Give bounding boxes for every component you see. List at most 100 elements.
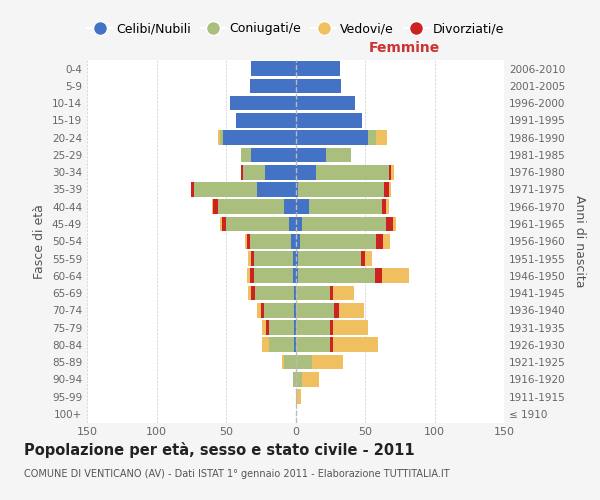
Bar [302,216,386,232]
Bar [310,200,382,214]
Bar [222,216,226,232]
Bar [296,372,302,386]
Bar [251,62,296,76]
Bar [296,78,341,93]
Bar [296,268,298,283]
Bar [269,338,294,352]
Bar [382,200,386,214]
Bar [294,286,296,300]
Bar [296,182,298,197]
Bar [297,390,301,404]
Bar [220,216,222,232]
Bar [296,96,355,110]
Bar [312,354,343,370]
Bar [254,251,293,266]
Bar [241,148,251,162]
Y-axis label: Anni di nascita: Anni di nascita [572,195,586,288]
Bar [299,234,376,248]
Bar [218,130,220,145]
Bar [334,303,338,318]
Bar [247,234,250,248]
Bar [294,303,296,318]
Bar [265,165,296,180]
Bar [257,303,261,318]
Bar [296,62,340,76]
Bar [261,303,263,318]
Bar [214,200,218,214]
Bar [296,286,330,300]
Bar [386,200,389,214]
Bar [296,303,334,318]
Bar [251,148,296,162]
Bar [284,200,296,214]
Bar [263,303,294,318]
Bar [333,320,368,335]
Bar [298,251,361,266]
Bar [248,251,251,266]
Bar [393,216,395,232]
Bar [284,354,296,370]
Bar [375,268,382,283]
Bar [251,251,254,266]
Bar [389,165,391,180]
Bar [368,130,376,145]
Bar [294,338,296,352]
Bar [338,303,364,318]
Bar [330,338,333,352]
Bar [293,251,296,266]
Bar [389,182,391,197]
Bar [316,165,389,180]
Bar [298,182,385,197]
Bar [250,234,292,248]
Bar [386,216,393,232]
Bar [296,251,298,266]
Bar [391,165,394,180]
Bar [326,148,351,162]
Bar [218,200,284,214]
Bar [250,78,296,93]
Text: Femmine: Femmine [368,40,440,54]
Bar [236,113,296,128]
Bar [269,320,294,335]
Bar [296,130,368,145]
Bar [247,268,250,283]
Bar [376,130,387,145]
Bar [289,216,296,232]
Bar [262,338,269,352]
Bar [296,113,362,128]
Bar [330,286,333,300]
Bar [296,354,312,370]
Y-axis label: Fasce di età: Fasce di età [34,204,46,279]
Bar [296,165,316,180]
Bar [385,182,389,197]
Bar [376,234,383,248]
Bar [257,182,296,197]
Bar [245,234,247,248]
Text: Popolazione per età, sesso e stato civile - 2011: Popolazione per età, sesso e stato civil… [24,442,415,458]
Bar [230,96,296,110]
Bar [194,182,257,197]
Bar [248,286,251,300]
Bar [212,200,214,214]
Bar [293,372,296,386]
Bar [292,234,296,248]
Bar [220,130,223,145]
Bar [302,372,319,386]
Bar [383,234,390,248]
Bar [296,200,310,214]
Bar [241,165,242,180]
Bar [254,268,293,283]
Bar [361,251,365,266]
Bar [223,130,296,145]
Bar [296,148,326,162]
Bar [294,320,296,335]
Bar [281,354,284,370]
Bar [333,286,354,300]
Bar [191,182,194,197]
Bar [365,251,372,266]
Bar [333,338,377,352]
Bar [293,268,296,283]
Bar [242,165,265,180]
Bar [226,216,289,232]
Bar [296,234,299,248]
